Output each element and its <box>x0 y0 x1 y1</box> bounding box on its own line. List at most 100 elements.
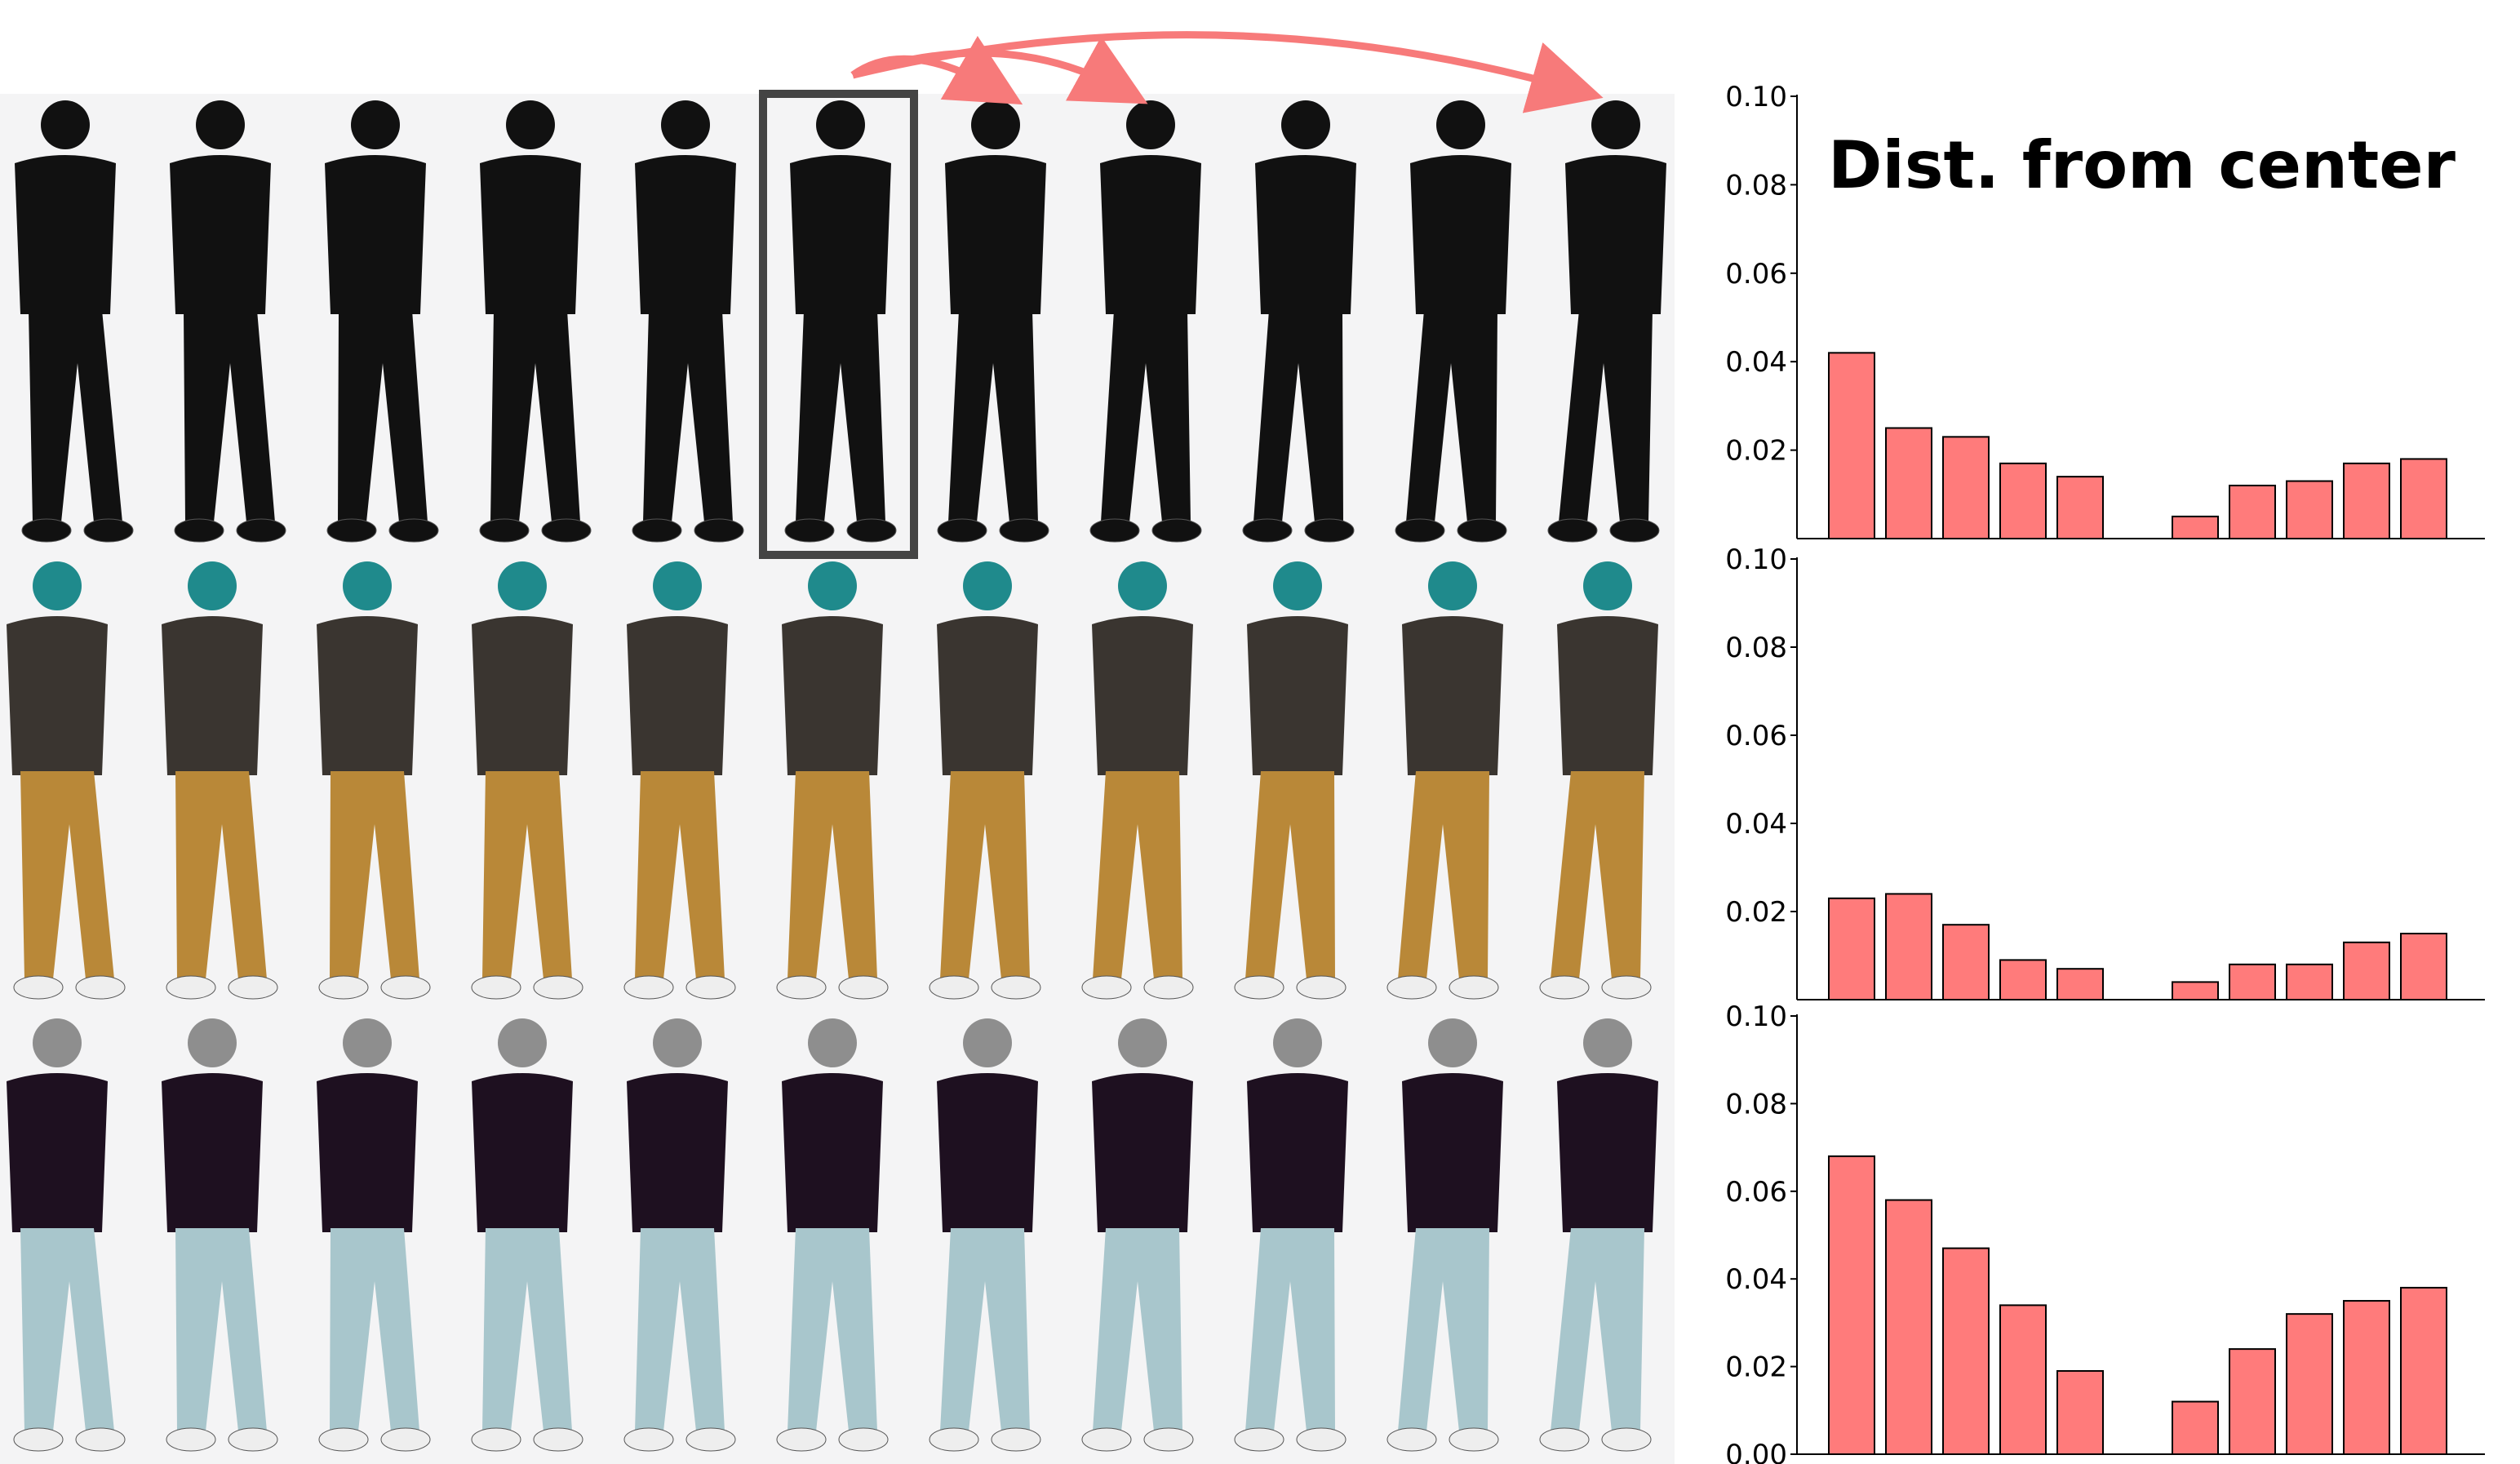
dancer-frame <box>1081 561 1194 1000</box>
dancer-shoe <box>1539 975 1590 1000</box>
dancer-torso <box>1247 616 1348 775</box>
dancer-shoe <box>1449 975 1499 1000</box>
dancer-frame <box>1539 561 1658 1000</box>
y-tick-label: 0.06 <box>1725 720 1787 752</box>
dancer-shoe <box>83 518 134 543</box>
dancer-torso <box>937 616 1038 775</box>
y-tick-label: 0.00 <box>1725 1439 1787 1464</box>
dancer-shoe <box>166 975 216 1000</box>
y-tick-label: 0.10 <box>1725 1000 1787 1033</box>
dancer-shoe <box>326 518 377 543</box>
dancer-shoe <box>1143 1427 1194 1452</box>
dancer-legs <box>490 310 580 522</box>
dancer-legs <box>1245 1228 1335 1431</box>
dancer-torso <box>7 616 108 775</box>
dancer-frame <box>1386 1018 1503 1452</box>
dancer-legs <box>330 1228 419 1431</box>
y-tick-label: 0.04 <box>1725 346 1787 379</box>
dancer-shoe <box>929 975 979 1000</box>
dancer-torso <box>7 1073 108 1232</box>
dancer-frame <box>317 1018 431 1452</box>
dancer-frame <box>623 561 736 1000</box>
dancer-shoe <box>1539 1427 1590 1452</box>
dancer-shoe <box>21 518 72 543</box>
dancer-torso <box>15 155 116 314</box>
dancer-head <box>1126 100 1175 149</box>
dancer-head <box>343 1018 392 1067</box>
dancer-head <box>661 100 710 149</box>
dancer-legs <box>788 771 877 979</box>
dancer-frame <box>937 100 1049 543</box>
dancer-shoe <box>991 1427 1041 1452</box>
dancer-legs <box>1406 310 1497 522</box>
dancer-legs <box>635 771 725 979</box>
dancer-shoe <box>784 518 835 543</box>
dancer-frame <box>479 100 592 543</box>
dancer-head <box>41 100 90 149</box>
dancer-torso <box>937 1073 1038 1232</box>
dancer-legs <box>635 1228 725 1431</box>
dancer-shoe <box>318 1427 369 1452</box>
dancer-shoe <box>776 1427 827 1452</box>
dancer-shoe <box>533 975 583 1000</box>
dancer-shoe <box>685 1427 736 1452</box>
dancer-shoe <box>623 1427 674 1452</box>
dancer-frame <box>1547 100 1666 543</box>
dancer-head <box>963 561 1012 610</box>
bar-left-group <box>1999 1304 2047 1456</box>
dancer-torso <box>317 1073 418 1232</box>
dancer-frame <box>162 1018 278 1452</box>
dancer-frame <box>632 100 744 543</box>
dancer-torso <box>635 155 736 314</box>
dancer-torso <box>627 1073 728 1232</box>
dancer-torso <box>1410 155 1511 314</box>
dancer-shoe <box>1089 518 1140 543</box>
dancer-shoe <box>1457 518 1507 543</box>
dancer-shoe <box>1395 518 1445 543</box>
dancer-frame <box>776 561 889 1000</box>
dancer-shoe <box>1081 1427 1132 1452</box>
dancer-frame <box>1539 1018 1658 1452</box>
y-tick-label: 0.02 <box>1725 1351 1787 1384</box>
y-tick-label: 0.06 <box>1725 1176 1787 1209</box>
dancer-shoe <box>937 518 987 543</box>
dancer-shoe <box>1601 1427 1652 1452</box>
bar-right-group <box>2229 484 2276 540</box>
dancer-shoe <box>1386 1427 1437 1452</box>
dancer-frame <box>15 100 134 543</box>
dancer-shoe <box>632 518 682 543</box>
dancer-shoe <box>1609 518 1660 543</box>
dancer-shoe <box>471 1427 521 1452</box>
bar-left-group <box>1828 897 1875 1001</box>
bar-right-group <box>2343 462 2390 539</box>
bar-right-group <box>2172 981 2219 1001</box>
dancer-frame <box>1081 1018 1194 1452</box>
dancer-frame <box>1242 100 1356 543</box>
dancer-frame <box>929 561 1041 1000</box>
dancer-head <box>963 1018 1012 1067</box>
dancer-torso <box>1557 616 1658 775</box>
dancer-torso <box>1100 155 1201 314</box>
dancer-shoe <box>13 975 64 1000</box>
dancer-legs <box>788 1228 877 1431</box>
dancer-torso <box>480 155 581 314</box>
dancer-shoe <box>228 1427 278 1452</box>
dancer-frame <box>1089 100 1202 543</box>
dancer-head <box>1436 100 1485 149</box>
dancer-legs <box>940 771 1030 979</box>
dancer-shoe <box>380 1427 431 1452</box>
dancer-legs <box>1093 1228 1182 1431</box>
dancer-shoe <box>846 518 897 543</box>
dancer-legs <box>330 771 419 979</box>
dancer-legs <box>1245 771 1335 979</box>
dancer-torso <box>162 616 263 775</box>
dancer-legs <box>482 771 572 979</box>
dancer-head <box>971 100 1020 149</box>
dancer-shoe <box>318 975 369 1000</box>
dancer-torso <box>1255 155 1356 314</box>
dancer-shoe <box>1242 518 1293 543</box>
dancer-torso <box>627 616 728 775</box>
dancer-frame <box>784 100 897 543</box>
dancer-head <box>1428 1018 1477 1067</box>
